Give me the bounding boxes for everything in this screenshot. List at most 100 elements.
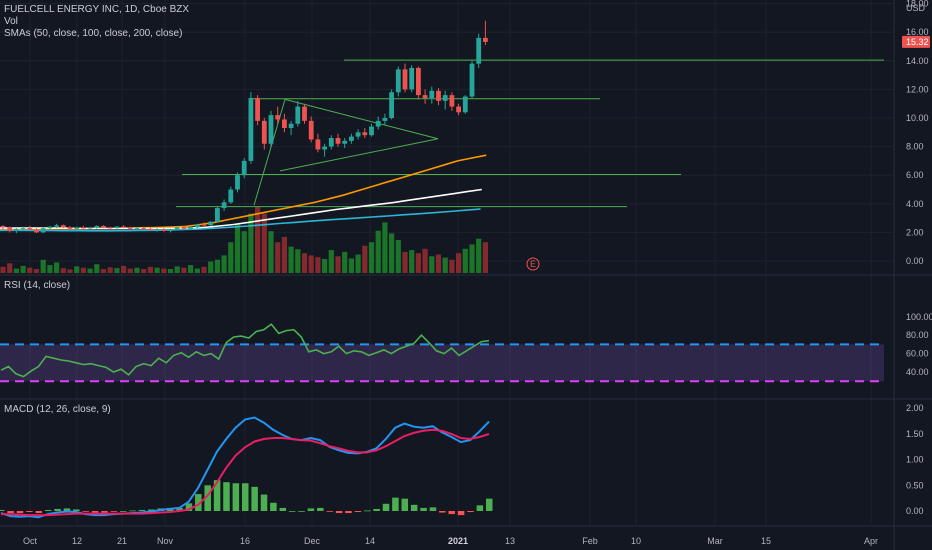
- volume-bar: [261, 213, 267, 273]
- volume-bar: [221, 255, 227, 273]
- candle-body: [188, 227, 193, 229]
- candle-body: [161, 229, 167, 231]
- volume-bar: [47, 265, 53, 273]
- macd-histogram-bar: [63, 508, 71, 511]
- macd-histogram-bar: [410, 504, 418, 511]
- volume-bar: [456, 253, 462, 273]
- candle-body: [81, 227, 86, 229]
- price-tick-label: 6.00: [906, 170, 924, 180]
- macd-histogram-bar: [120, 511, 127, 512]
- volume-bar: [154, 267, 160, 273]
- price-tick-label: 14.00: [906, 56, 929, 66]
- candle-body: [181, 227, 187, 229]
- macd-histogram-bar: [54, 508, 61, 511]
- candle-body: [101, 225, 106, 228]
- rsi-legend: RSI (14, close): [4, 280, 70, 292]
- volume-bar: [348, 258, 354, 273]
- volume-bar: [74, 266, 80, 273]
- candle-body: [328, 138, 334, 147]
- currency-label: USD: [906, 3, 926, 13]
- macd-histogram-bar: [35, 511, 43, 514]
- candle-body: [208, 221, 214, 226]
- candle-body: [34, 229, 39, 233]
- sma-legend-label: SMAs (50, close, 100, close, 200, close): [4, 28, 183, 39]
- time-tick-label: 15: [761, 536, 771, 546]
- candle-body: [67, 227, 73, 229]
- volume-bar: [0, 266, 6, 273]
- candle-body: [342, 140, 348, 144]
- candle-body: [429, 90, 435, 98]
- chart-legend: FUELCELL ENERGY INC, 1D, Cboe BZX Vol SM…: [4, 4, 189, 40]
- price-tick-label: 18.00: [906, 0, 929, 9]
- candle-body: [194, 224, 200, 228]
- grid-lines: [0, 0, 894, 525]
- candle-body: [422, 95, 428, 98]
- macd-tick-label: 0.50: [906, 480, 924, 490]
- rsi-band-fill: [0, 344, 884, 382]
- volume-bar: [268, 231, 274, 273]
- macd-histogram-bar: [16, 511, 24, 514]
- time-tick-label: 10: [631, 536, 641, 546]
- candle-body: [107, 227, 113, 229]
- candle-body: [94, 225, 100, 228]
- price-tick-label: 12.00: [906, 84, 929, 94]
- macd-histogram-bar: [195, 494, 202, 511]
- macd-histogram-bar: [486, 498, 493, 511]
- volume-bar: [228, 242, 234, 273]
- candle-body: [362, 132, 368, 136]
- volume-bar: [141, 269, 147, 273]
- volume-bar: [301, 253, 308, 273]
- price-tick-label: 4.00: [906, 199, 924, 209]
- volume-bar: [476, 238, 482, 273]
- candle-body: [382, 118, 388, 121]
- candle-body: [54, 225, 59, 227]
- candle-body: [174, 227, 180, 230]
- volume-bar: [194, 268, 200, 273]
- macd-histogram-bar: [335, 511, 343, 514]
- candle-body: [168, 229, 173, 231]
- candle-body: [483, 37, 488, 42]
- macd-histogram-bar: [91, 511, 99, 513]
- candle-body: [201, 224, 207, 226]
- macd-histogram-bar: [401, 498, 409, 511]
- volume-bar: [482, 242, 488, 273]
- time-tick-label: 21: [117, 536, 127, 546]
- candle-body: [375, 120, 381, 127]
- volume-bar: [241, 231, 247, 273]
- macd-histogram-bar: [185, 503, 193, 511]
- macd-histogram-bar: [373, 508, 380, 511]
- price-tick-label: 10.00: [906, 113, 929, 123]
- macd-tick-label: 1.50: [906, 429, 924, 439]
- candle-body: [315, 139, 321, 150]
- volume-bar: [375, 230, 381, 273]
- candle-body: [215, 208, 220, 222]
- candle-body: [268, 115, 274, 144]
- candle-body: [395, 69, 401, 93]
- candle-body: [154, 229, 160, 231]
- macd-histogram-bar: [148, 509, 155, 511]
- macd-histogram-bar: [176, 507, 183, 511]
- volume-bar: [134, 267, 140, 273]
- candle-body: [456, 106, 461, 113]
- rsi-tick-label: 100.00: [906, 312, 932, 322]
- macd-histogram-bar: [439, 511, 446, 513]
- rsi-tick-label: 60.00: [906, 349, 929, 359]
- candle-body: [275, 115, 281, 120]
- macd-histogram-bar: [382, 503, 390, 511]
- volume-bar: [127, 268, 133, 273]
- volume-bar: [389, 233, 395, 273]
- volume-bar: [94, 264, 100, 273]
- volume-bar: [27, 267, 33, 273]
- candle-body: [127, 227, 133, 229]
- volume-bar: [67, 269, 73, 273]
- volume-bar: [80, 267, 86, 273]
- candle-body: [241, 160, 247, 176]
- candle-body: [436, 90, 441, 101]
- volume-bar: [248, 213, 254, 273]
- macd-histogram-bar: [429, 507, 437, 511]
- volume-bar: [121, 265, 127, 273]
- macd-histogram-bar: [82, 511, 89, 512]
- candle-body: [60, 225, 66, 228]
- volume-bars: [0, 207, 488, 273]
